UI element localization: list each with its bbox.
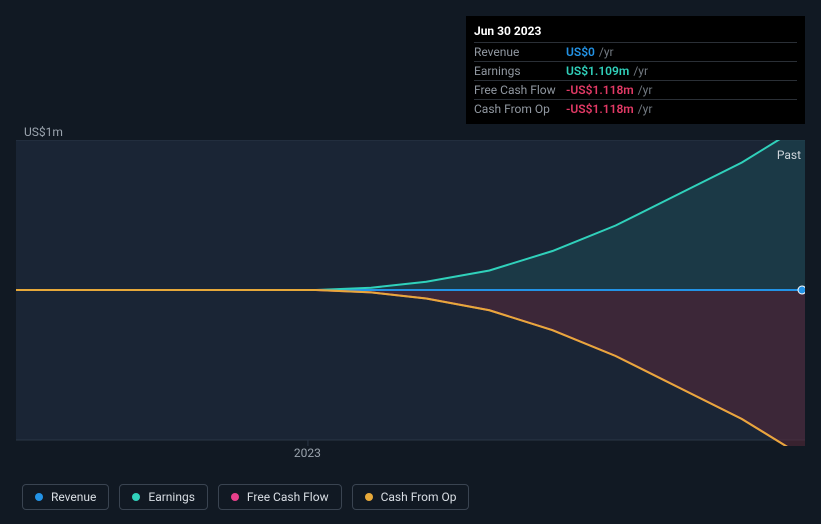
tooltip-unit: /yr [638,102,653,116]
y-axis-label-top: US$1m [24,125,63,139]
legend-item-free-cash-flow[interactable]: Free Cash Flow [218,484,342,510]
legend-item-revenue[interactable]: Revenue [22,484,109,510]
tooltip-row: Free Cash Flow -US$1.118m /yr [474,80,797,99]
tooltip-label: Free Cash Flow [474,83,566,97]
chart-svg [16,140,805,446]
tooltip-value: US$1.109m [566,64,629,78]
tooltip-unit: /yr [638,83,653,97]
tooltip-row: Revenue US$0 /yr [474,42,797,61]
tooltip-value: US$0 [566,45,595,59]
legend-label: Cash From Op [381,490,457,504]
legend-dot-icon [132,493,140,501]
legend-item-cash-from-op[interactable]: Cash From Op [352,484,470,510]
legend-dot-icon [365,493,373,501]
legend-dot-icon [35,493,43,501]
legend-item-earnings[interactable]: Earnings [119,484,208,510]
tooltip-label: Earnings [474,64,566,78]
chart-tooltip: Jun 30 2023 Revenue US$0 /yr Earnings US… [466,16,805,124]
tooltip-label: Cash From Op [474,102,566,116]
tooltip-row: Cash From Op -US$1.118m /yr [474,99,797,118]
legend-dot-icon [231,493,239,501]
tooltip-label: Revenue [474,45,566,59]
x-axis-tick-label: 2023 [294,446,321,460]
tooltip-date: Jun 30 2023 [474,20,797,42]
tooltip-unit: /yr [633,64,648,78]
tooltip-value: -US$1.118m [566,83,634,97]
legend-label: Earnings [148,490,195,504]
chart-plot-area[interactable]: Past [16,140,805,446]
past-label: Past [777,148,801,162]
legend-label: Free Cash Flow [247,490,329,504]
tooltip-row: Earnings US$1.109m /yr [474,61,797,80]
legend-label: Revenue [51,490,96,504]
tooltip-value: -US$1.118m [566,102,634,116]
chart-legend: Revenue Earnings Free Cash Flow Cash Fro… [22,484,469,510]
tooltip-unit: /yr [599,45,614,59]
